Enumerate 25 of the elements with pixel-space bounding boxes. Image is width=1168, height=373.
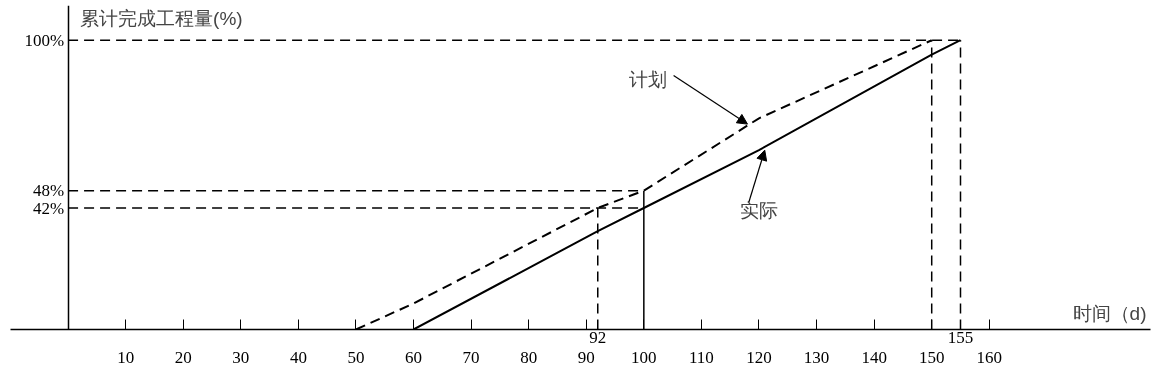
x-tick-label: 10: [117, 347, 135, 367]
annotation: 实际: [739, 199, 778, 221]
annotation: 计划: [629, 68, 668, 90]
x-tick-label: 160: [976, 347, 1003, 367]
ref-line-label: 155: [947, 327, 974, 347]
x-tick-label: 30: [232, 347, 250, 367]
x-tick-label: 50: [347, 347, 365, 367]
x-tick-label: 40: [289, 347, 307, 367]
y-tick-label: 100%: [24, 30, 65, 50]
x-tick-label: 130: [803, 347, 830, 367]
y-axis-title: 累计完成工程量(%): [80, 7, 243, 29]
x-tick-label: 100: [631, 347, 657, 367]
x-tick-label: 120: [746, 347, 772, 367]
x-tick-label: 90: [577, 347, 595, 367]
x-tick-label: 110: [688, 347, 714, 367]
x-tick-label: 150: [918, 347, 945, 367]
x-tick-label: 20: [174, 347, 192, 367]
x-tick-label: 70: [462, 347, 480, 367]
ref-line-label: 92: [589, 327, 607, 347]
x-axis-title: 时间（d): [1072, 302, 1147, 324]
y-tick-label: 48%: [32, 181, 65, 201]
x-tick-label: 140: [861, 347, 887, 367]
x-tick-label: 80: [520, 347, 538, 367]
x-tick-label: 60: [405, 347, 423, 367]
y-tick-label: 42%: [32, 198, 65, 218]
